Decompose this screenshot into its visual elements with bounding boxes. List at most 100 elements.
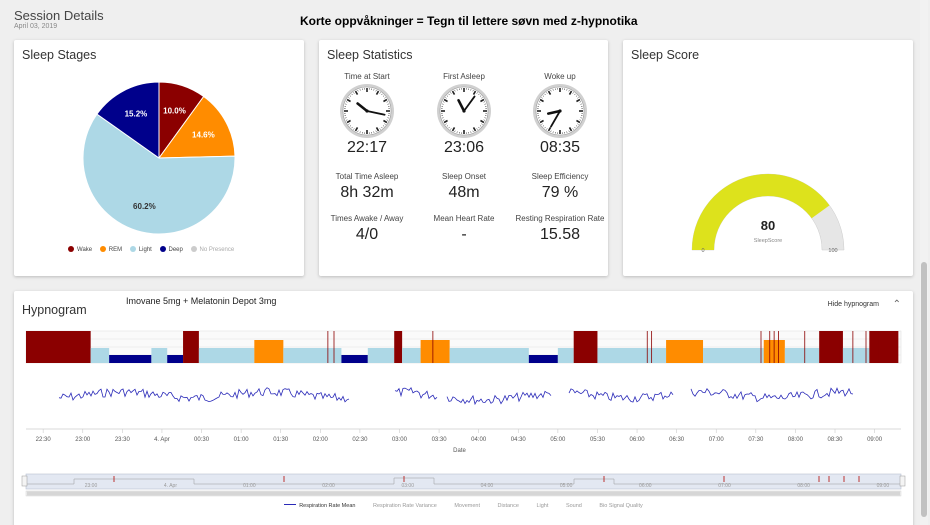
signal-legend: Respiration Rate Mean Respiration Rate V… [14, 503, 913, 509]
legend-deep[interactable]: Deep [168, 247, 183, 253]
legend-light-signal[interactable]: Light [536, 503, 549, 509]
time-tick-label: 06:00 [630, 437, 646, 443]
session-date: April 03, 2019 [14, 23, 58, 30]
sleep-stages-card: Sleep Stages 10.0% 14.6% 60.2% 15.2% Wake R… [14, 40, 304, 276]
sleep-score-card: Sleep Score 80 SleepScore 0 100 [623, 40, 913, 276]
hypnogram-segment [198, 348, 255, 363]
legend-sound[interactable]: Sound [565, 503, 582, 509]
stat-sleep-onset: Sleep Onset 48m [414, 172, 514, 202]
time-tick-label: 23:00 [75, 437, 91, 443]
time-tick-label: 01:00 [234, 437, 250, 443]
navigator-left-handle[interactable] [21, 475, 28, 487]
sleep-score-label: SleepScore [754, 238, 782, 244]
clock-asleep-icon [437, 84, 491, 138]
pie-slice-deep[interactable] [96, 81, 160, 159]
x-axis-label: Date [453, 448, 466, 454]
time-tick-label: 03:30 [432, 437, 448, 443]
time-at-start-value: 22:17 [346, 139, 388, 156]
total-time-asleep-value: 8h 32m [340, 184, 394, 201]
navigator-tick-label: 07:00 [718, 483, 731, 489]
time-tick-label: 4. Apr [154, 437, 170, 443]
legend-rem[interactable]: REM [108, 247, 123, 253]
mean-heart-rate-value: - [461, 226, 467, 243]
first-asleep-label: First Asleep [443, 72, 485, 81]
stat-first-asleep: First Asleep 23:06 [414, 72, 514, 157]
legend-deep-dot [159, 246, 166, 252]
respiration-rate-line [58, 387, 854, 406]
medication-note: Imovane 5mg + Melatonin Depot 3mg [126, 296, 277, 306]
time-tick-label: 09:00 [867, 437, 883, 443]
navigator-window[interactable] [25, 473, 902, 490]
legend-light-dot [129, 246, 136, 252]
legend-distance[interactable]: Distance [497, 503, 519, 509]
time-tick-label: 03:00 [392, 437, 408, 443]
pie-slice-rem[interactable] [158, 95, 236, 159]
sleep-statistics-card: Sleep Statistics Time at Start 22:17 Fir… [319, 40, 608, 276]
time-tick-label: 01:30 [273, 437, 289, 443]
legend-respiration-rate-variance[interactable]: Respiration Rate Variance [372, 503, 437, 509]
pie-label-wake: 10.0% [163, 106, 186, 115]
legend-movement[interactable]: Movement [454, 503, 480, 509]
hypnogram-title: Hypnogram [22, 303, 87, 317]
navigator-tick-label: 23:00 [85, 483, 98, 489]
sleep-onset-label: Sleep Onset [441, 172, 487, 181]
time-tick-label: 04:00 [471, 437, 487, 443]
navigator-tick-label: 01:00 [243, 483, 256, 489]
times-awake-label: Times Awake / Away [330, 214, 404, 223]
time-tick-label: 04:30 [511, 437, 527, 443]
legend-wake[interactable]: Wake [77, 247, 93, 253]
legend-wake-dot [68, 246, 74, 252]
pie-label-deep: 15.2% [125, 109, 148, 118]
sleep-stages-pie-chart: 10.0% 14.6% 60.2% 15.2% [82, 81, 236, 235]
sleep-stages-legend[interactable]: Wake REM Light Deep No Presence [62, 246, 234, 253]
legend-light[interactable]: Light [138, 247, 152, 253]
stat-time-at-start: Time at Start 22:17 [317, 72, 417, 157]
sleep-score-gauge: 80 SleepScore 0 100 [691, 173, 845, 254]
navigator-tick-label: 06:00 [639, 483, 652, 489]
hypnogram-segment [402, 348, 421, 363]
sleep-statistics-title: Sleep Statistics [327, 48, 413, 62]
time-tick-label: 08:00 [788, 437, 804, 443]
stat-woke-up: Woke up 08:35 [510, 72, 610, 157]
time-at-start-label: Time at Start [344, 72, 390, 81]
legend-rem-dot [99, 246, 106, 252]
time-tick-label: 07:30 [748, 437, 764, 443]
scrollbar-thumb[interactable] [921, 262, 927, 517]
gauge-max-label: 100 [828, 248, 837, 254]
sleep-score-value: 80 [761, 218, 775, 233]
hypnogram-segment [109, 355, 152, 363]
resting-respiration-rate-label: Resting Respiration Rate [515, 214, 605, 223]
navigator-scrollbar-thumb[interactable] [27, 491, 900, 496]
navigator-tick-label: 09:00 [877, 483, 890, 489]
legend-no-presence-dot [190, 246, 197, 252]
woke-up-value: 08:35 [539, 139, 581, 156]
legend-bio-signal-quality[interactable]: Bio Signal Quality [599, 503, 643, 509]
legend-respiration-rate-mean[interactable]: Respiration Rate Mean [284, 503, 355, 509]
hypnogram-segment [842, 348, 870, 363]
sleep-onset-value: 48m [448, 184, 480, 201]
stat-sleep-efficiency: Sleep Efficiency 79 % [510, 172, 610, 202]
pie-slice-light[interactable] [82, 113, 236, 235]
hypnogram-card: Hypnogram Imovane 5mg + Melatonin Depot … [14, 291, 913, 525]
time-tick-label: 22:30 [36, 437, 52, 443]
total-time-asleep-label: Total Time Asleep [335, 172, 399, 181]
first-asleep-value: 23:06 [443, 139, 485, 156]
hypnogram-segment [597, 348, 667, 363]
annotation-text: Korte oppvåkninger = Tegn til lettere sø… [300, 14, 638, 28]
navigator-right-handle[interactable] [899, 475, 906, 487]
hide-hypnogram-button[interactable]: Hide hypnogram [827, 301, 879, 308]
sleep-efficiency-value: 79 % [541, 184, 579, 201]
legend-no-presence[interactable]: No Presence [199, 247, 235, 253]
page-scrollbar[interactable] [920, 0, 928, 525]
hypnogram-segment [573, 331, 598, 363]
navigator-tick-label: 03:00 [401, 483, 414, 489]
hypnogram-segment [26, 331, 91, 363]
time-tick-label: 02:30 [352, 437, 368, 443]
time-tick-label: 05:30 [590, 437, 606, 443]
time-tick-label: 07:00 [709, 437, 725, 443]
chevron-up-icon[interactable]: ⌃ [892, 299, 901, 310]
time-tick-label: 23:30 [115, 437, 131, 443]
hypnogram-segment [341, 355, 368, 363]
navigator-tick-label: 04:00 [481, 483, 494, 489]
hypnogram-segment [557, 348, 574, 363]
